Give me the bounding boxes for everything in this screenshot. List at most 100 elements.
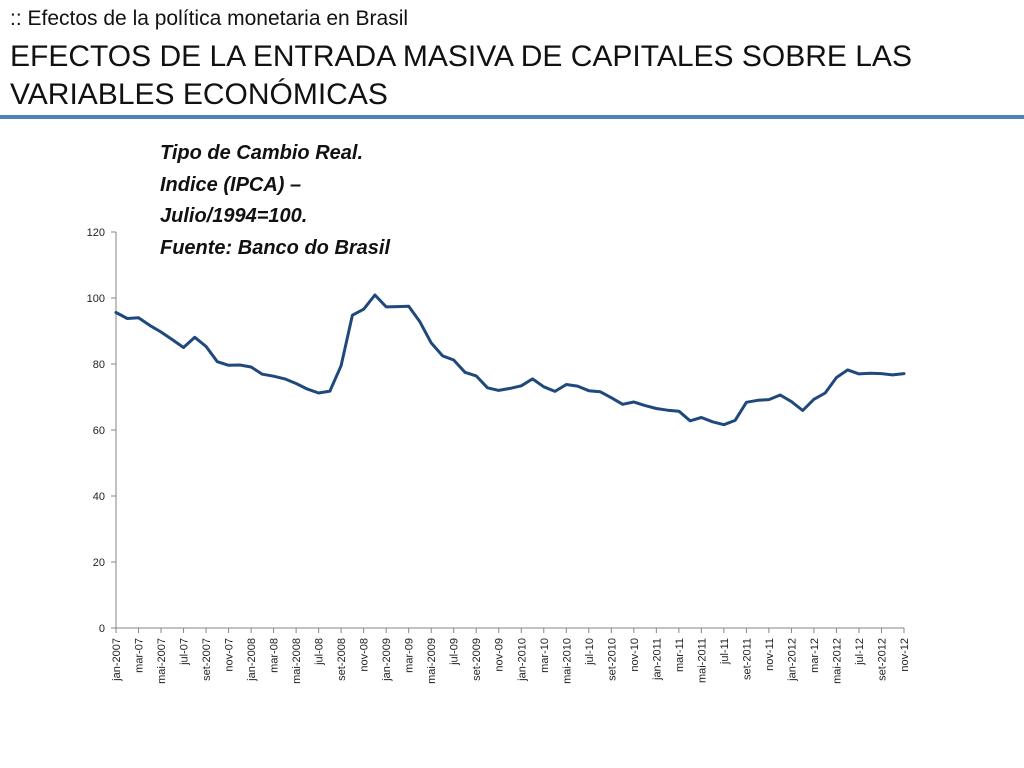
x-tick-label: jan-2011 xyxy=(651,638,663,681)
series-line xyxy=(114,293,906,427)
x-tick-label: mai-2011 xyxy=(696,638,708,683)
data-point xyxy=(666,409,669,412)
x-tick-label: jul-07 xyxy=(179,638,191,666)
x-tick-label: jul-10 xyxy=(584,638,596,666)
x-tick-label: jan-2007 xyxy=(111,638,123,682)
data-point xyxy=(790,400,793,403)
data-point xyxy=(306,388,309,391)
data-point xyxy=(734,419,737,422)
data-point xyxy=(295,382,298,385)
data-point xyxy=(858,372,861,375)
x-tick-label: set-2009 xyxy=(471,638,483,681)
data-point xyxy=(509,387,512,390)
x-tick-label: jul-12 xyxy=(854,638,866,666)
data-point xyxy=(689,419,692,422)
x-tick-label: jul-09 xyxy=(449,638,461,666)
y-tick-label: 80 xyxy=(93,359,105,371)
x-tick-label: jan-2012 xyxy=(786,638,798,682)
data-point xyxy=(903,372,906,375)
x-tick-label: mai-2010 xyxy=(561,638,573,684)
data-point xyxy=(812,398,815,401)
data-point xyxy=(880,372,883,375)
data-point xyxy=(126,317,129,320)
section-subtitle: :: Efectos de la política monetaria en B… xyxy=(10,7,409,30)
x-tick-label: jul-08 xyxy=(314,638,326,666)
x-tick-label: set-2010 xyxy=(606,638,618,681)
x-tick-label: jan-2009 xyxy=(381,638,393,682)
y-tick-label: 40 xyxy=(93,491,105,503)
data-point xyxy=(115,311,118,314)
data-point xyxy=(677,410,680,413)
x-tick-label: nov-08 xyxy=(359,638,371,672)
y-tick-label: 60 xyxy=(93,425,105,437)
data-point xyxy=(193,336,196,339)
data-point xyxy=(373,294,376,297)
x-tick-label: mai-2009 xyxy=(426,638,438,684)
data-point xyxy=(430,341,433,344)
x-tick-label: mai-2007 xyxy=(156,638,168,684)
data-point xyxy=(272,375,275,378)
x-tick-label: nov-10 xyxy=(629,638,641,672)
data-point xyxy=(565,383,568,386)
x-tick-label: mar-10 xyxy=(539,638,551,673)
x-tick-label: jan-2010 xyxy=(516,638,528,682)
page-title: EFECTOS DE LA ENTRADA MASIVA DE CAPITALE… xyxy=(10,40,912,111)
x-tick-label: mai-2008 xyxy=(291,638,303,684)
data-point xyxy=(632,401,635,404)
data-point xyxy=(475,374,478,377)
x-tick-label: nov-11 xyxy=(764,638,776,671)
data-point xyxy=(779,394,782,397)
data-point xyxy=(362,308,365,311)
data-point xyxy=(238,364,241,367)
chart-caption: Tipo de Cambio Real. Indice (IPCA) – Jul… xyxy=(160,138,480,264)
data-point xyxy=(610,396,613,399)
x-tick-label: set-2008 xyxy=(336,638,348,681)
data-point xyxy=(328,390,331,393)
title-divider xyxy=(0,115,1024,119)
y-tick-label: 20 xyxy=(93,557,105,569)
y-tick-label: 120 xyxy=(87,227,105,239)
data-point xyxy=(148,324,151,327)
data-point xyxy=(486,386,489,389)
data-point xyxy=(767,398,770,401)
data-point xyxy=(700,416,703,419)
data-point xyxy=(745,401,748,404)
x-tick-label: set-2011 xyxy=(741,638,753,680)
data-point xyxy=(317,392,320,395)
data-point xyxy=(227,364,230,367)
x-tick-label: mar-09 xyxy=(404,638,416,673)
y-tick-label: 0 xyxy=(99,623,105,635)
data-point xyxy=(846,368,849,371)
data-point xyxy=(396,305,399,308)
data-point xyxy=(216,360,219,363)
data-point xyxy=(351,314,354,317)
x-tick-label: set-2007 xyxy=(201,638,213,681)
data-point xyxy=(711,420,714,423)
data-point xyxy=(261,373,264,376)
caption-line-1: Tipo de Cambio Real. xyxy=(160,142,363,164)
data-point xyxy=(137,316,140,319)
caption-line-3: Julio/1994=100. xyxy=(160,205,308,227)
data-point xyxy=(621,403,624,406)
data-point xyxy=(171,338,174,341)
x-tick-label: nov-09 xyxy=(494,638,506,672)
data-point xyxy=(869,372,872,375)
data-point xyxy=(160,331,163,334)
x-tick-label: jan-2008 xyxy=(246,638,258,682)
data-point xyxy=(542,385,545,388)
data-point xyxy=(655,407,658,410)
data-point xyxy=(891,373,894,376)
data-point xyxy=(644,404,647,407)
x-tick-label: mai-2012 xyxy=(831,638,843,684)
data-point xyxy=(340,364,343,367)
data-point xyxy=(205,345,208,348)
x-tick-label: mar-11 xyxy=(674,638,686,672)
data-point xyxy=(418,320,421,323)
data-point xyxy=(283,377,286,380)
x-tick-label: set-2012 xyxy=(876,638,888,681)
data-point xyxy=(441,354,444,357)
data-point xyxy=(576,385,579,388)
data-point xyxy=(452,359,455,362)
x-tick-label: nov-12 xyxy=(899,638,911,672)
